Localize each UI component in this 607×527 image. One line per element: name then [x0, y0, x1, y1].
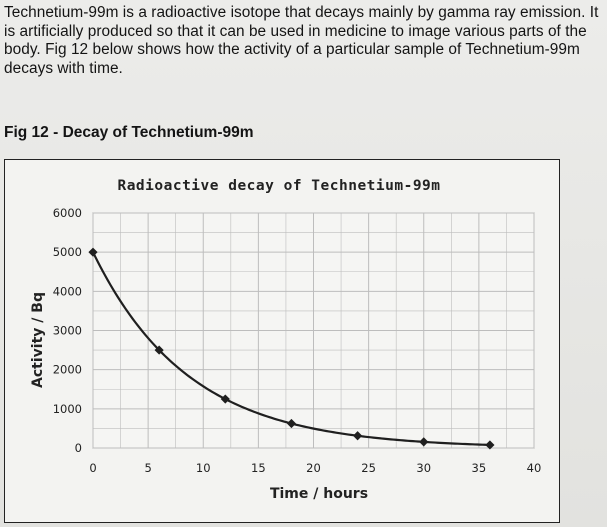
data-point-marker: [286, 418, 297, 429]
y-tick-label: 6000: [53, 206, 82, 220]
y-tick-label: 0: [75, 441, 82, 455]
y-tick-label: 4000: [53, 284, 82, 298]
y-tick-label: 2000: [53, 363, 82, 377]
y-tick-labels: 0 1000 2000 3000 4000 5000 6000: [53, 206, 82, 455]
data-point-marker: [485, 440, 495, 450]
x-tick-label: 15: [251, 461, 266, 475]
x-tick-label: 25: [361, 461, 376, 475]
x-tick-label: 0: [89, 461, 96, 475]
x-axis-label: Time / hours: [270, 486, 368, 502]
intro-paragraph: Technetium-99m is a radioactive isotope …: [4, 4, 599, 77]
x-tick-label: 35: [472, 461, 487, 475]
x-tick-label: 20: [306, 461, 321, 475]
chart-grid: [92, 212, 535, 449]
chart-frame: Radioactive decay of Technetium-99m 0 100…: [4, 159, 560, 523]
figure-caption: Fig 12 - Decay of Technetium-99m: [4, 124, 254, 141]
y-tick-label: 5000: [53, 245, 82, 259]
x-tick-label: 40: [527, 461, 542, 475]
y-tick-label: 3000: [53, 324, 82, 338]
x-tick-label: 10: [196, 461, 211, 475]
data-point-marker: [353, 431, 363, 441]
chart-title: Radioactive decay of Technetium-99m: [117, 178, 440, 194]
data-point-marker: [419, 437, 429, 447]
y-tick-label: 1000: [53, 402, 82, 416]
x-tick-label: 30: [416, 461, 431, 475]
decay-chart: Radioactive decay of Technetium-99m 0100…: [30, 178, 541, 502]
data-point-marker: [88, 247, 98, 257]
x-tick-label: 5: [144, 461, 151, 475]
x-tick-labels: 0 5 10 15 20 25 30 35 40: [89, 461, 541, 475]
y-axis-label: Activity / Bq: [30, 292, 46, 388]
